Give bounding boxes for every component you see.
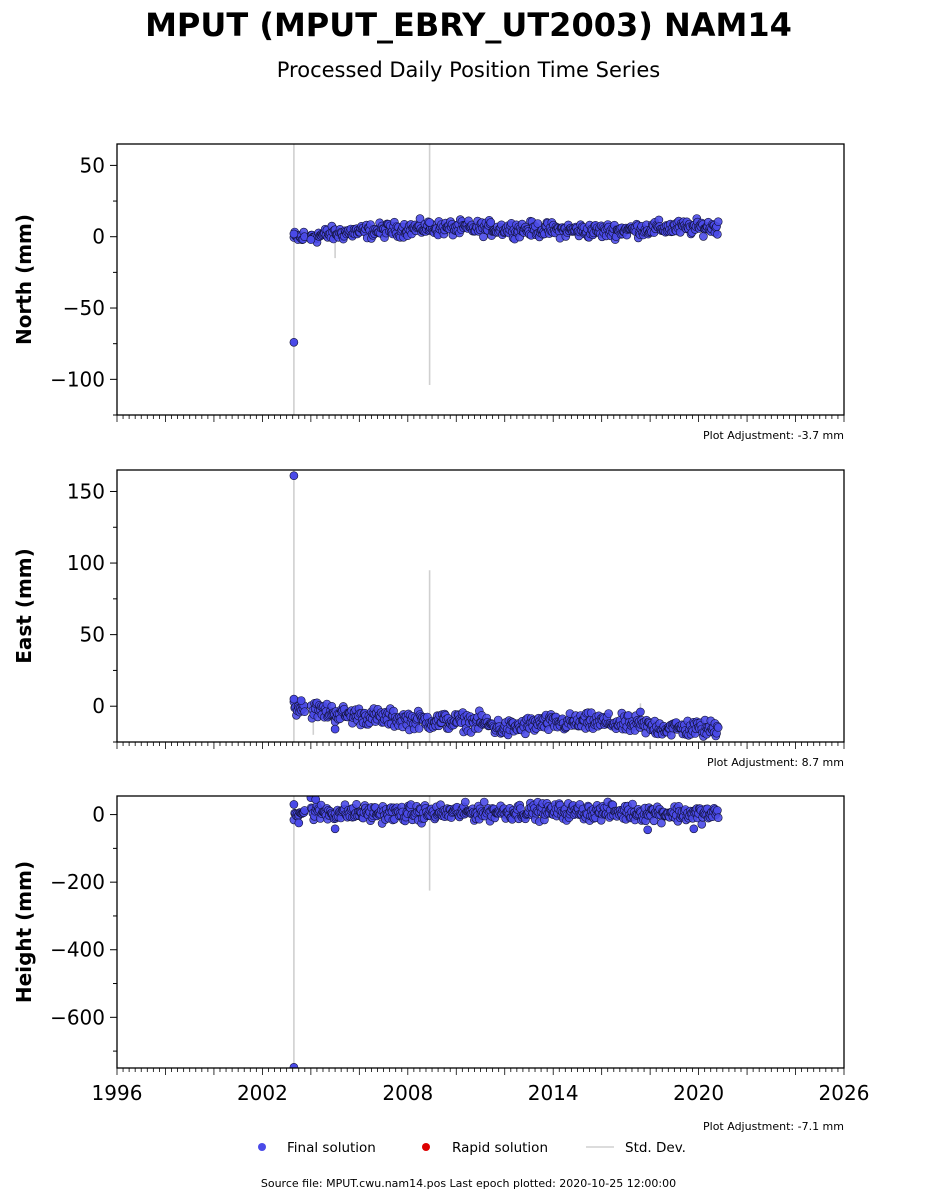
- outlier-point: [289, 1063, 299, 1068]
- y-tick-label: 100: [67, 551, 105, 575]
- y-tick-label: 150: [67, 479, 105, 503]
- x-tick-label: 2020: [673, 1081, 724, 1105]
- x-tick-label: 2014: [528, 1081, 579, 1105]
- outlier-point: [636, 707, 645, 717]
- panel-3: 0 −200 −400 −600 Height (mm) 1996 2002 2008 2014…: [12, 795, 870, 1133]
- y-tick-label: 0: [92, 225, 105, 249]
- outlier-point: [289, 229, 299, 239]
- data-point: [657, 818, 666, 828]
- data-point: [713, 230, 722, 239]
- outlier-point: [330, 824, 340, 834]
- legend: Final solution Rapid solution Std. Dev.: [258, 1140, 686, 1156]
- y-tick-label: −100: [50, 367, 105, 391]
- data-point: [628, 799, 637, 809]
- outlier-point: [289, 471, 299, 481]
- x-tick-label: 2026: [819, 1081, 870, 1105]
- plot-adjustment-label: Plot Adjustment: -3.7 mm: [703, 429, 844, 442]
- y-axis-label: East (mm): [12, 548, 36, 664]
- data-point: [479, 797, 489, 807]
- x-tick-label: 2008: [382, 1081, 433, 1105]
- legend-dot-marker: [422, 1143, 430, 1151]
- data-point: [713, 813, 723, 823]
- x-tick-label: 2002: [237, 1081, 288, 1105]
- outlier-point: [289, 800, 299, 809]
- legend-item: Std. Dev.: [586, 1140, 686, 1156]
- x-axis-ticks: [116, 415, 845, 422]
- y-axis-label: North (mm): [12, 214, 36, 345]
- y-tick-label: 50: [80, 153, 105, 177]
- data-point: [460, 797, 470, 807]
- y-axis-ticks: 50 0 −50 −100: [50, 153, 117, 416]
- y-axis-ticks: 0 −200 −400 −600: [50, 803, 117, 1052]
- data-point: [300, 707, 309, 717]
- legend-item: Rapid solution: [422, 1140, 548, 1156]
- outlier-point: [689, 824, 699, 834]
- y-tick-label: −400: [50, 938, 105, 962]
- plot-area: [289, 144, 723, 415]
- panel-2: 150 100 50 0 East (mm) Plot Adjustment: 8.7 m…: [12, 469, 845, 769]
- data-point: [486, 218, 496, 227]
- outlier-point: [311, 796, 320, 804]
- data-point: [352, 799, 361, 809]
- data-point: [414, 724, 424, 733]
- data-point: [533, 219, 543, 228]
- legend-dot-marker: [258, 1143, 266, 1151]
- outlier-point: [296, 696, 306, 705]
- data-point: [604, 709, 613, 718]
- chart-title: MPUT (MPUT_EBRY_UT2003) NAM14: [145, 6, 792, 44]
- y-axis-ticks: 150 100 50 0: [67, 479, 117, 743]
- x-axis-ticks: [116, 1068, 845, 1075]
- outlier-point: [289, 694, 299, 704]
- y-axis-label: Height (mm): [12, 861, 36, 1003]
- legend-label: Std. Dev.: [625, 1140, 686, 1156]
- plot-adjustment-label: Plot Adjustment: 8.7 mm: [707, 756, 844, 769]
- plot-area: [289, 470, 723, 742]
- y-tick-label: 0: [92, 694, 105, 718]
- outlier-point: [306, 235, 316, 244]
- y-tick-label: −50: [63, 296, 105, 320]
- legend-label: Final solution: [287, 1140, 376, 1156]
- legend-label: Rapid solution: [452, 1140, 548, 1156]
- final-solution-series: [289, 471, 723, 741]
- data-point: [699, 232, 708, 241]
- source-footer: Source file: MPUT.cwu.nam14.pos Last epo…: [260, 1177, 677, 1190]
- y-tick-label: −600: [50, 1005, 105, 1029]
- outlier-point: [425, 218, 434, 227]
- panel-1: 50 0 −50 −100 North (mm) Plot Adjustment: -3.…: [12, 143, 845, 442]
- final-solution-series: [289, 796, 723, 1068]
- y-tick-label: 0: [92, 803, 105, 827]
- final-solution-series: [289, 214, 723, 347]
- x-axis-ticks: [116, 742, 845, 749]
- panel-frame: [116, 469, 845, 743]
- panel-frame: [116, 143, 845, 416]
- outlier-point: [330, 724, 340, 734]
- outlier-point: [294, 818, 304, 828]
- y-tick-label: −200: [50, 870, 105, 894]
- data-point: [713, 217, 723, 226]
- x-tick-label: 1996: [92, 1081, 143, 1105]
- outlier-point: [643, 825, 653, 835]
- plot-area: [289, 796, 723, 1068]
- y-tick-label: 50: [80, 623, 105, 647]
- legend-item: Final solution: [258, 1140, 376, 1156]
- data-point: [713, 806, 722, 815]
- panel-frame: [116, 795, 845, 1069]
- data-point: [415, 214, 425, 223]
- outlier-point: [289, 337, 299, 347]
- plot-adjustment-label: Plot Adjustment: -7.1 mm: [703, 1120, 844, 1133]
- chart-subtitle: Processed Daily Position Time Series: [276, 58, 661, 82]
- data-point: [713, 723, 723, 732]
